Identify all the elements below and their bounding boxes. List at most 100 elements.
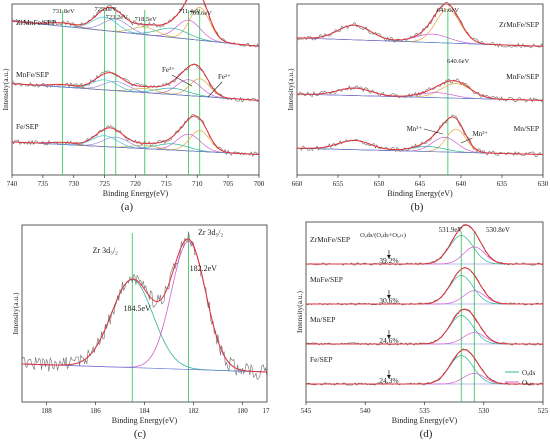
panel-label-c: (c) (134, 428, 147, 440)
d-series-label: Mn/SEP (310, 315, 335, 324)
a-fit-component (11, 79, 260, 101)
d-ratio-arrowhead (386, 375, 391, 379)
a-baseline (11, 20, 260, 47)
a-xtick-label: 700 (254, 180, 265, 188)
b-peak-label: 641.6eV (437, 7, 460, 14)
d-series-label: Fe/SEP (310, 355, 333, 364)
b-series-label: ZrMnFe/SEP (499, 20, 539, 29)
a-peak-label: 709.6eV (190, 10, 213, 17)
panel-b: 660 655 650 645 640 635 630 Binding Energy(eV) I… (286, 1, 549, 198)
c-orbital-label: Zr 3d₃/₂ (93, 246, 119, 255)
d-fit-component-latt (306, 290, 543, 305)
a-peak-label: 725.0eV (95, 6, 118, 13)
panel-label-b: (b) (411, 201, 424, 213)
c-xtick-label: 186 (90, 407, 101, 415)
a-series-label: MnFe/SEP (16, 70, 49, 79)
d-frame (305, 221, 544, 403)
b-xtick-label: 635 (497, 180, 508, 188)
a-raw-spectrum (11, 0, 260, 49)
a-xtick-label: 725 (99, 180, 110, 188)
c-frame (21, 224, 268, 403)
a-peak-label: 731.8eV (53, 8, 76, 15)
a-fit-envelope (11, 115, 260, 155)
panel-a: 740 735 730 725 720 715 710 705 700 Binding Energ… (1, 0, 265, 198)
b-raw-spectrum (296, 78, 544, 103)
a-fe3-annotation: Fe³⁺ (162, 66, 175, 74)
a-baseline (11, 141, 260, 155)
c-ylabel: Intensity(a.u.) (11, 292, 20, 335)
d-fit-component-latt (306, 332, 543, 345)
b-xtick-label: 630 (538, 180, 549, 188)
d-ylabel: Intensity(a.u.) (295, 290, 304, 333)
d-xtick-label: 535 (419, 407, 430, 415)
c-xtick-edge-label: 17 (263, 407, 271, 415)
b-xtick-label: 645 (415, 180, 426, 188)
a-fit-envelope (11, 63, 260, 101)
c-fit-envelope (22, 238, 267, 373)
b-series-label: Mn/SEP (514, 124, 539, 133)
d-ratio-arrowhead (386, 295, 391, 299)
b-peak-label: 640.6eV (447, 58, 470, 65)
b-mn2-annotation: Mn²⁺ (472, 130, 488, 138)
d-fit-component-ads (306, 355, 543, 385)
c-xtick-label: 182 (188, 407, 199, 415)
a-xtick-label: 715 (161, 180, 172, 188)
b-xlabel: Binding Energy(eV) (387, 189, 453, 198)
c-xlabel: Binding Energy(eV) (112, 416, 178, 425)
b-fit-component (297, 140, 543, 155)
b-fit-envelope (297, 80, 543, 101)
d-fit-component-latt (306, 246, 543, 265)
d-raw-spectrum (306, 348, 544, 386)
d-xtick-label: 525 (538, 407, 549, 415)
panel-label-d: (d) (420, 428, 433, 440)
d-legend-label: Oₐds (522, 369, 535, 377)
d-fit-envelope (306, 308, 543, 345)
b-xtick-label: 660 (292, 180, 303, 188)
d-ratio-arrowhead (386, 255, 391, 259)
d-series-label: ZrMnFe/SEP (310, 235, 350, 244)
b-ylabel: Intensity(a.u.) (286, 68, 295, 111)
d-ratio-value: 24.6% (379, 336, 398, 345)
d-fit-envelope (306, 267, 543, 305)
b-fit-envelope (297, 116, 543, 155)
a-fit-component (11, 133, 260, 155)
panel-c: 188 186 184 182 180 17 Binding Energy(eV) Inten… (11, 224, 271, 425)
b-fit-component (296, 33, 544, 47)
d-xtick-label: 545 (301, 407, 312, 415)
a-raw-spectrum (11, 113, 260, 158)
c-raw-spectrum (21, 231, 268, 381)
a-fit-envelope (11, 0, 260, 47)
d-series-label: MnFe/SEP (310, 275, 343, 284)
b-annotation-arrow (460, 137, 473, 144)
b-xtick-label: 640 (456, 180, 467, 188)
d-raw-spectrum (305, 308, 544, 346)
a-series-label: Fe/SEP (16, 122, 39, 131)
d-peak-label: 530.8eV (486, 226, 510, 234)
b-fit-envelope (297, 3, 544, 47)
d-xtick-label: 540 (360, 407, 371, 415)
c-peak-label: 184.5eV (123, 304, 151, 313)
panel-label-a: (a) (121, 201, 134, 213)
a-xtick-label: 740 (7, 180, 18, 188)
a-ylabel: Intensity(a.u.) (1, 68, 10, 111)
a-baseline (11, 83, 260, 101)
d-ratio-label: Oₐds/(Oₐds+Oₗₐₜₜ) (360, 232, 406, 239)
b-xtick-label: 655 (333, 180, 344, 188)
a-xtick-label: 735 (38, 180, 49, 188)
d-xlabel: Binding Energy(eV) (392, 416, 458, 425)
c-peak-label: 182.2eV (190, 264, 218, 273)
a-xtick-label: 710 (192, 180, 203, 188)
b-annotation-arrow (424, 128, 444, 135)
a-xtick-label: 705 (223, 180, 234, 188)
a-peak-label: 711.4eV (179, 8, 201, 15)
a-xtick-label: 720 (130, 180, 141, 188)
d-fit-component-ads (306, 315, 543, 345)
c-orbital-label: Zr 3d₅/₂ (198, 228, 224, 237)
b-xtick-label: 650 (374, 180, 385, 188)
d-ratio-value: 24.3% (379, 376, 398, 385)
d-xtick-label: 530 (479, 407, 490, 415)
a-series-label: ZrMnFe/SEP (16, 18, 56, 27)
c-xtick-label: 180 (237, 407, 248, 415)
c-xtick-label: 188 (41, 407, 52, 415)
d-legend-label: Oₗₐₜₜ (522, 379, 534, 387)
